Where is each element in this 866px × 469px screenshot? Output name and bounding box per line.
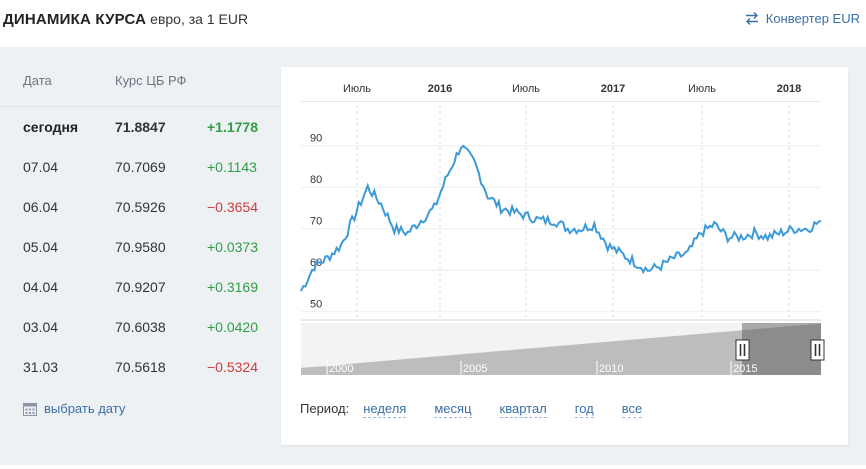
- row-rate: 70.9580: [115, 239, 166, 255]
- x-tick-label: 2016: [428, 83, 452, 95]
- y-tick-label: 90: [310, 133, 322, 145]
- chart-card: Июль 2016 Июль 2017 Июль 2018 50 60 70 80 90 2000 20…: [281, 67, 848, 445]
- navigator-year-label: 2005: [463, 363, 487, 375]
- period-quarter[interactable]: квартал: [499, 401, 547, 418]
- navigator-area: [301, 323, 821, 375]
- navigator-selection: [742, 323, 821, 375]
- table-row: 03.04 70.6038 +0.0420: [0, 307, 280, 347]
- row-change: +0.3169: [207, 279, 258, 295]
- period-week[interactable]: неделя: [363, 401, 407, 418]
- column-header-rate: Курс ЦБ РФ: [115, 73, 187, 88]
- y-tick-label: 50: [310, 299, 322, 311]
- row-date: 06.04: [23, 199, 59, 215]
- navigator-year-label: 2000: [329, 363, 353, 375]
- row-rate: 70.5926: [115, 199, 166, 215]
- table-row: 04.04 70.9207 +0.3169: [0, 267, 280, 307]
- row-change: −0.5324: [207, 359, 258, 375]
- navigator-left-handle[interactable]: [735, 339, 750, 361]
- converter-label: Конвертер EUR: [765, 11, 860, 26]
- period-label: Период:: [300, 401, 350, 416]
- x-tick-label: Июль: [343, 83, 371, 95]
- row-rate: 70.5618: [115, 359, 166, 375]
- pick-date-link[interactable]: выбрать дату: [23, 401, 125, 416]
- x-tick-label: 2018: [777, 83, 801, 95]
- y-tick-label: 70: [310, 216, 322, 228]
- row-rate: 71.8847: [115, 119, 166, 135]
- table-row: 07.04 70.7069 +0.1143: [0, 147, 280, 187]
- rates-panel: Дата Курс ЦБ РФ сегодня 71.8847 +1.1778 07.…: [0, 47, 866, 465]
- row-date: 31.03: [23, 359, 59, 375]
- row-change: +0.0420: [207, 319, 258, 335]
- row-date: сегодня: [23, 119, 79, 135]
- table-row: 06.04 70.5926 −0.3654: [0, 187, 280, 227]
- navigator-year-label: 2010: [599, 363, 623, 375]
- period-year[interactable]: год: [574, 401, 594, 418]
- row-date: 05.04: [23, 239, 59, 255]
- table-row: 31.03 70.5618 −0.5324: [0, 347, 280, 387]
- converter-link[interactable]: Конвертер EUR: [745, 11, 860, 26]
- pick-date-label: выбрать дату: [44, 401, 126, 416]
- row-rate: 70.7069: [115, 159, 166, 175]
- series-line: [300, 144, 822, 292]
- row-change: +0.0373: [207, 239, 258, 255]
- x-tick-label: 2017: [601, 83, 625, 95]
- period-all[interactable]: все: [621, 401, 643, 418]
- top-axis-line: [301, 101, 821, 102]
- x-tick-label: Июль: [688, 83, 716, 95]
- swap-arrows-icon: [745, 12, 758, 25]
- row-date: 07.04: [23, 159, 59, 175]
- table-row: сегодня 71.8847 +1.1778: [0, 107, 280, 147]
- calendar-icon: [23, 402, 37, 416]
- column-header-date: Дата: [23, 73, 52, 88]
- header: ДИНАМИКА КУРСА евро, за 1 EUR Конвертер E…: [0, 0, 866, 46]
- row-rate: 70.6038: [115, 319, 166, 335]
- row-change: −0.3654: [207, 199, 258, 215]
- page-title: ДИНАМИКА КУРСА евро, за 1 EUR: [3, 11, 248, 28]
- row-rate: 70.9207: [115, 279, 166, 295]
- row-date: 04.04: [23, 279, 59, 295]
- y-tick-label: 80: [310, 174, 322, 186]
- table-row: 05.04 70.9580 +0.0373: [0, 227, 280, 267]
- row-date: 03.04: [23, 319, 59, 335]
- navigator-year-label: 2015: [733, 363, 757, 375]
- x-tick-label: Июль: [512, 83, 540, 95]
- period-month[interactable]: месяц: [434, 401, 472, 418]
- row-change: +1.1778: [207, 119, 258, 135]
- period-selector: Период: неделя месяц квартал год все: [300, 401, 670, 418]
- table-header: Дата Курс ЦБ РФ: [0, 47, 280, 107]
- row-change: +0.1143: [207, 159, 257, 175]
- title-text: ДИНАМИКА КУРСА: [3, 11, 147, 28]
- title-subtitle: евро, за 1 EUR: [150, 11, 249, 27]
- navigator-right-handle[interactable]: [810, 339, 825, 361]
